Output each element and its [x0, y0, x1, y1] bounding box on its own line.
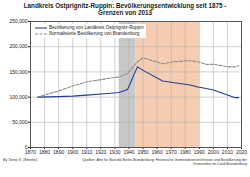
svg-text:1910: 1910: [81, 149, 92, 155]
svg-text:100,000: 100,000: [9, 94, 27, 100]
html-text:Normalisierte Bevölkerung von: Normalisierte Bevölkerung von Brandenbur…: [49, 31, 140, 36]
svg-text:250,000: 250,000: [9, 18, 27, 24]
svg-text:2020: 2020: [236, 149, 247, 155]
svg-text:1920: 1920: [95, 149, 106, 155]
html-text:Grenzen von 2013: Grenzen von 2013: [98, 9, 152, 16]
html-text:Quellen: Amt für Statistik Ber: Quellen: Amt für Statistik Berlin-Brande…: [82, 158, 247, 167]
svg-text:2010: 2010: [222, 149, 233, 155]
svg-text:1940: 1940: [123, 149, 134, 155]
svg-text:1990: 1990: [194, 149, 205, 155]
html-text:Bevölkerung von Landkreis Ostp: Bevölkerung von Landkreis Ostprignitz-Ru…: [49, 25, 144, 30]
svg-text:1960: 1960: [152, 149, 163, 155]
svg-text:0: 0: [24, 144, 28, 151]
svg-text:1980: 1980: [180, 149, 191, 155]
svg-text:50,000: 50,000: [12, 119, 28, 125]
svg-text:150,000: 150,000: [9, 69, 27, 75]
svg-text:1970: 1970: [166, 149, 177, 155]
svg-text:1880: 1880: [39, 149, 50, 155]
svg-text:1870: 1870: [25, 149, 36, 155]
html-text:Landkreis Ostprignitz-Ruppin:: Landkreis Ostprignitz-Ruppin: Bevölkerun…: [23, 2, 227, 9]
svg-text:1930: 1930: [109, 149, 120, 155]
svg-text:1950: 1950: [137, 149, 148, 155]
svg-text:200,000: 200,000: [9, 43, 27, 49]
svg-text:1900: 1900: [67, 149, 78, 155]
svg-text:2000: 2000: [208, 149, 219, 155]
svg-text:1890: 1890: [53, 149, 64, 155]
html-text:By Tonne K. (Ebertin): By Tonne K. (Ebertin): [3, 158, 38, 162]
